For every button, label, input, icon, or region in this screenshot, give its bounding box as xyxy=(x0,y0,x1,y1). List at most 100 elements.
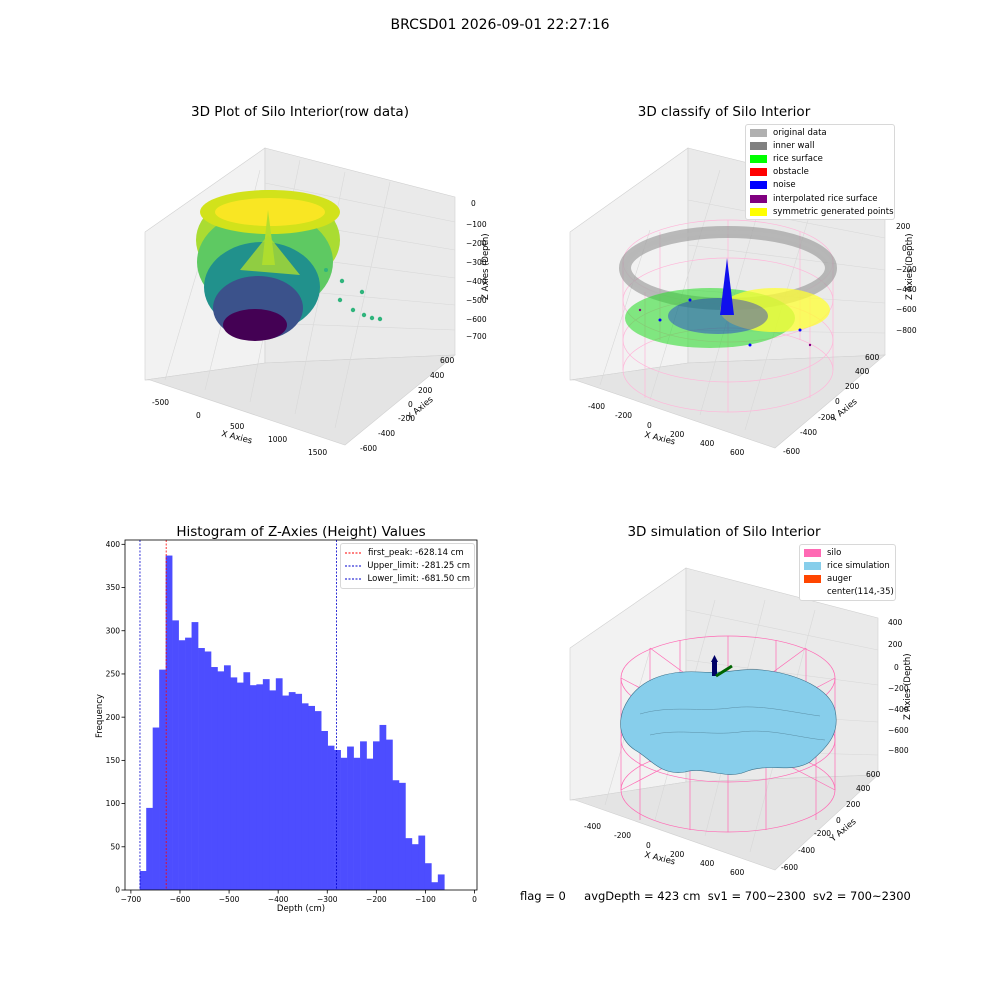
legend-item: rice surface xyxy=(746,152,894,165)
tick-label: −800 xyxy=(888,746,909,755)
y-tick-label: 400 xyxy=(106,540,121,549)
histogram-bar xyxy=(308,705,315,890)
legend-item: center(114,-35) xyxy=(800,586,895,599)
legend-item: silo xyxy=(800,546,895,559)
legend-swatch xyxy=(804,588,821,596)
y-tick-label: 250 xyxy=(106,670,121,679)
raw-z-ticks: 0 −100 −200 −300 −400 −500 −600 −700 xyxy=(466,199,487,341)
legend-label: silo xyxy=(827,547,842,558)
legend-label: original data xyxy=(773,127,827,138)
histogram-bar xyxy=(223,665,231,890)
histogram-bar xyxy=(314,711,322,890)
legend-label: center(114,-35) xyxy=(827,587,894,598)
raw-points-cloud xyxy=(196,190,340,341)
legend-swatch xyxy=(750,141,767,150)
tick-label: −400 xyxy=(888,705,909,714)
tick-label: 1000 xyxy=(268,435,287,444)
tick-label: -600 xyxy=(783,447,800,456)
legend-item: interpolated rice surface xyxy=(746,192,894,205)
tick-label: 200 xyxy=(888,640,903,649)
histogram-legend: first_peak: -628.14 cm Upper_limit: -281… xyxy=(340,543,475,589)
tick-label: -400 xyxy=(798,846,815,855)
legend-item: obstacle xyxy=(746,166,894,179)
legend-swatch xyxy=(750,194,767,203)
sim-legend: silo rice simulation auger center(114,-3… xyxy=(799,544,896,601)
rice-surface-contours xyxy=(639,706,826,741)
histogram-bar xyxy=(172,620,179,890)
panel1-title: 3D Plot of Silo Interior(row data) xyxy=(191,104,409,120)
histogram-bar xyxy=(249,685,257,890)
tick-label: -400 xyxy=(800,428,817,437)
tick-label: -400 xyxy=(588,402,605,411)
tick-label: −300 xyxy=(466,258,487,267)
legend-swatch xyxy=(750,181,767,190)
tick-label: 200 xyxy=(670,850,685,859)
tick-label: 0 xyxy=(894,663,899,672)
histogram-frame xyxy=(124,539,478,891)
histogram-bar xyxy=(347,746,354,890)
x-tick-label: 0 xyxy=(472,895,477,904)
raw-y-ticks: -600 -400 -200 0 200 400 600 xyxy=(360,356,455,453)
sv1-text: sv1 = 700~2300 xyxy=(707,889,806,903)
histogram-bar xyxy=(405,838,413,890)
tick-label: −500 xyxy=(466,296,487,305)
tick-label: 0 xyxy=(646,841,651,850)
legend-label: Lower_limit: -681.50 cm xyxy=(367,573,470,584)
tick-label: 400 xyxy=(430,371,445,380)
histogram-bar xyxy=(211,667,218,890)
histogram-bar xyxy=(217,671,225,890)
y-tick-label: 350 xyxy=(106,583,121,592)
tick-label: -500 xyxy=(152,398,169,407)
tick-label: 400 xyxy=(855,367,870,376)
panel3-title: Histogram of Z-Axies (Height) Values xyxy=(176,524,426,540)
legend-label: obstacle xyxy=(773,167,809,178)
histogram-bar xyxy=(256,684,264,890)
classified-3d-plot: 200 0 −200 −400 −600 −800 -400 -200 0 20… xyxy=(569,147,917,457)
panel4-title: 3D simulation of Silo Interior xyxy=(627,524,821,540)
tick-label: −200 xyxy=(896,265,917,274)
legend-label: first_peak: -628.14 cm xyxy=(368,547,464,558)
histogram-bar xyxy=(385,739,393,890)
tick-label: -200 xyxy=(615,411,632,420)
avg-depth-text: avgDepth = 423 cm xyxy=(584,889,701,903)
x-tick-label: −600 xyxy=(170,895,191,904)
histogram-bar xyxy=(139,870,147,890)
figure-title: BRCSD01 2026-09-01 22:27:16 xyxy=(390,17,610,33)
histogram-bar xyxy=(282,695,290,890)
histogram-bar xyxy=(243,672,251,890)
histogram-bar xyxy=(340,757,348,890)
histogram-bar xyxy=(178,640,186,890)
raw-outlier-points xyxy=(324,268,383,322)
histogram-bar xyxy=(301,703,309,890)
legend-label: noise xyxy=(773,180,796,191)
histogram-bar xyxy=(366,758,374,890)
x-tick-label: −700 xyxy=(121,895,142,904)
histogram-y-ticks: 0 50 100 150 200 250 300 350 400 xyxy=(106,540,125,895)
x-tick-label: −200 xyxy=(366,895,387,904)
legend-swatch xyxy=(750,207,767,216)
legend-item: Lower_limit: -681.50 cm xyxy=(341,572,474,585)
histogram-bar xyxy=(236,682,244,890)
tick-label: −600 xyxy=(888,726,909,735)
x-tick-label: −400 xyxy=(268,895,289,904)
y-tick-label: 300 xyxy=(106,626,121,635)
tick-label: 0 xyxy=(902,244,907,253)
histogram-bar xyxy=(398,782,406,890)
tick-label: −700 xyxy=(466,332,487,341)
histogram-bar xyxy=(295,693,303,890)
tick-label: −200 xyxy=(466,239,487,248)
histogram-bar xyxy=(431,882,439,890)
histogram-bar xyxy=(165,555,173,890)
tick-label: 0 xyxy=(647,421,652,430)
tick-label: 600 xyxy=(730,868,745,877)
histogram-bar xyxy=(288,692,296,890)
histogram-bar xyxy=(353,757,361,890)
y-tick-label: 200 xyxy=(106,713,121,722)
y-tick-label: 50 xyxy=(110,842,120,851)
legend-line-swatch xyxy=(345,565,362,567)
status-footer: flag = 0 avgDepth = 423 cm sv1 = 700~230… xyxy=(520,889,911,903)
tick-label: 400 xyxy=(700,859,715,868)
tick-label: -600 xyxy=(781,863,798,872)
histogram-bar xyxy=(269,690,277,890)
class-x-ticks: -400 -200 0 200 400 600 xyxy=(588,402,745,457)
